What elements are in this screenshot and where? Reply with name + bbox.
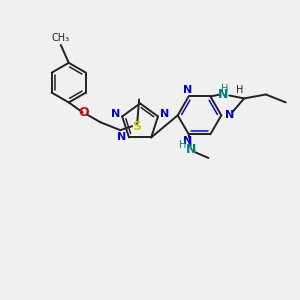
Text: CH₃: CH₃ (52, 33, 70, 43)
Text: N: N (111, 110, 120, 119)
Text: N: N (118, 133, 127, 142)
Text: H: H (220, 83, 228, 94)
Text: N: N (160, 110, 170, 119)
Text: N: N (185, 142, 196, 156)
Text: S: S (132, 120, 141, 133)
Text: H: H (179, 140, 186, 150)
Text: N: N (183, 85, 192, 94)
Text: N: N (183, 136, 192, 146)
Text: O: O (78, 106, 89, 119)
Text: N: N (218, 88, 229, 101)
Text: H: H (236, 85, 244, 94)
Text: N: N (225, 110, 234, 120)
